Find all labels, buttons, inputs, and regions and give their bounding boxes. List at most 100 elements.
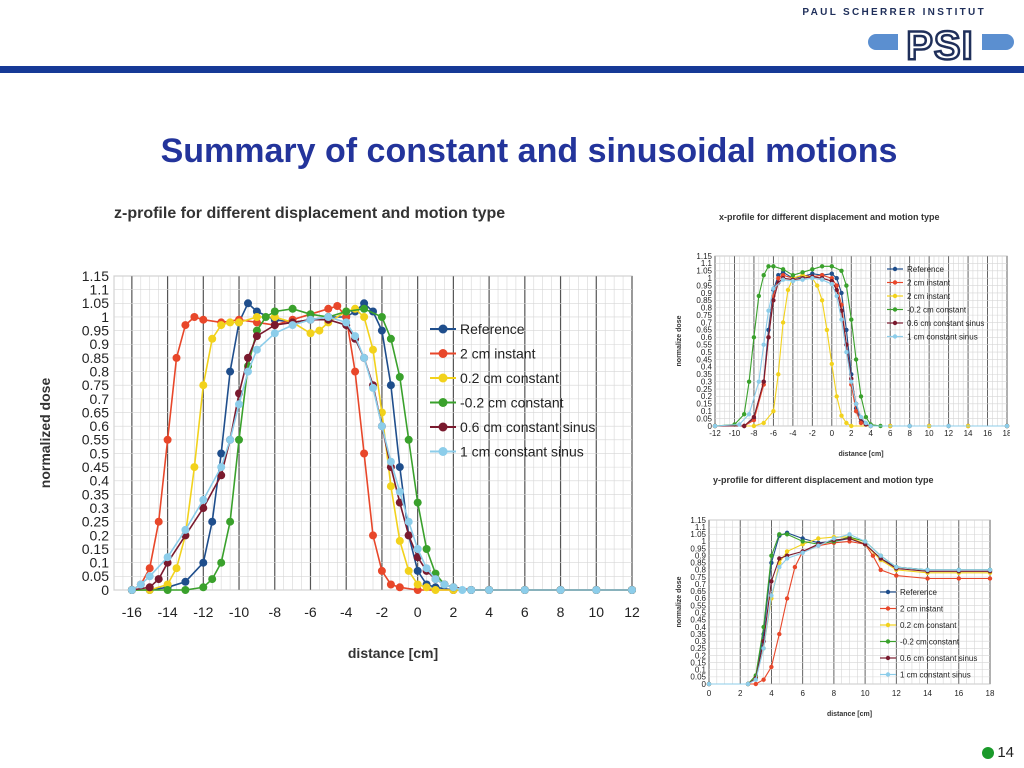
- x-profile-chart-svg: x-profile for different displacement and…: [676, 212, 1010, 458]
- z-series-point: [163, 586, 172, 594]
- x-series-point: [907, 423, 912, 429]
- x-legend-label: 2 cm instant: [907, 278, 951, 287]
- z-series-point: [252, 326, 261, 335]
- y-x-tick-label: 2: [738, 689, 743, 698]
- z-series-point: [226, 435, 235, 444]
- x-series-3: [712, 264, 1010, 429]
- z-y-tick-label: 0.4: [90, 473, 110, 489]
- x-series-point: [863, 414, 869, 420]
- x-legend-label: Reference: [907, 265, 944, 274]
- y-y-tick-label: 0.8: [695, 566, 707, 575]
- z-series-point: [324, 313, 333, 321]
- x-series-point: [771, 409, 776, 414]
- z-y-tick-label: 0: [101, 582, 109, 598]
- z-series-point: [449, 583, 458, 592]
- z-x-tick-label: -10: [229, 604, 249, 620]
- z-series-point: [360, 313, 369, 321]
- y-series-point: [956, 567, 961, 573]
- z-y-tick-label: 0.75: [82, 377, 109, 393]
- x-x-tick-label: -8: [750, 429, 758, 438]
- y-legend-swatch-marker: [885, 606, 891, 611]
- y-series-point: [925, 576, 930, 581]
- z-series-point: [395, 536, 404, 545]
- z-y-tick-label: 0.3: [90, 500, 110, 516]
- z-series-point: [252, 313, 261, 321]
- z-series-point: [369, 383, 377, 392]
- y-y-tick-label: 0.9: [695, 551, 707, 560]
- y-series-point: [761, 677, 766, 682]
- x-y-axis-label: normalize dose: [676, 315, 683, 366]
- x-legend-swatch-marker: [892, 280, 898, 285]
- z-series-point: [181, 586, 190, 594]
- x-y-tick-label: 0.5: [701, 348, 713, 357]
- y-y-tick-label: 0.2: [695, 651, 707, 660]
- z-series-point: [190, 463, 199, 472]
- z-series-point: [351, 304, 360, 313]
- x-y-tick-label: 0.1: [701, 407, 713, 416]
- z-series-point: [172, 353, 181, 362]
- z-series-point: [208, 517, 217, 526]
- z-series-point: [199, 381, 208, 390]
- y-series-line: [709, 540, 990, 685]
- y-legend-swatch-marker: [885, 672, 891, 677]
- x-legend-swatch-marker: [892, 293, 898, 299]
- z-series-point: [217, 449, 226, 458]
- z-series-point: [520, 586, 529, 594]
- x-series-point: [863, 420, 869, 426]
- x-legend-label: -0.2 cm constant: [907, 305, 967, 314]
- z-x-tick-label: 10: [588, 604, 604, 620]
- y-legend-swatch-marker: [885, 655, 891, 661]
- z-series-point: [386, 580, 395, 589]
- y-y-tick-label: 0.5: [695, 608, 707, 617]
- y-y-tick-label: 0.05: [690, 673, 706, 682]
- x-legend-swatch-marker: [892, 307, 898, 312]
- z-series-point: [145, 583, 154, 592]
- x-series-point: [780, 320, 786, 325]
- z-y-tick-label: 0.45: [82, 459, 109, 475]
- z-series-point: [217, 471, 226, 480]
- x-y-tick-label: 0.35: [696, 370, 712, 379]
- x-legend-swatch-marker: [892, 334, 898, 339]
- z-chart-title: z-profile for different displacement and…: [114, 205, 505, 222]
- z-y-tick-label: 0.5: [90, 445, 110, 461]
- x-y-tick-label: 0.25: [696, 385, 712, 394]
- x-x-axis-label: distance [cm]: [838, 451, 883, 458]
- y-series-point: [769, 664, 774, 670]
- y-series-point: [784, 596, 790, 601]
- z-profile-chart: z-profile for different displacement and…: [30, 192, 640, 670]
- y-series-point: [745, 681, 751, 687]
- x-y-tick-label: 0.45: [696, 355, 712, 364]
- y-y-tick-label: 0.85: [690, 559, 706, 568]
- z-series-point: [199, 315, 208, 324]
- x-series-point: [853, 409, 859, 414]
- z-x-tick-label: -12: [193, 604, 213, 620]
- y-series-point: [878, 567, 883, 573]
- z-series-point: [217, 321, 226, 330]
- x-legend-swatch-marker: [892, 320, 898, 326]
- y-x-tick-label: 18: [986, 689, 995, 698]
- y-series-point: [847, 532, 852, 537]
- x-series-point: [829, 271, 834, 276]
- y-series-point: [925, 567, 930, 573]
- x-series-point: [761, 342, 766, 347]
- y-series-point: [784, 549, 790, 554]
- x-series-point: [761, 420, 766, 426]
- z-y-tick-label: 0.9: [90, 336, 110, 352]
- x-x-tick-label: -2: [809, 429, 817, 438]
- x-legend-label: 1 cm constant sinus: [907, 332, 978, 341]
- z-series-point: [270, 313, 279, 321]
- z-series-point: [628, 586, 636, 594]
- x-series-point: [853, 357, 859, 362]
- x-series-point: [712, 423, 718, 429]
- z-series-point: [199, 495, 208, 504]
- z-legend-swatch-marker: [438, 324, 448, 334]
- y-series-point: [800, 550, 805, 555]
- x-series-point: [756, 293, 761, 299]
- y-y-tick-label: 0.65: [690, 587, 706, 596]
- y-y-tick-label: 0.15: [690, 658, 706, 667]
- x-series-point: [834, 293, 839, 299]
- y-x-tick-label: 0: [707, 689, 712, 698]
- x-y-tick-label: 0.6: [701, 333, 713, 342]
- y-series-point: [847, 536, 852, 541]
- psi-logo: PSI: [868, 23, 1014, 64]
